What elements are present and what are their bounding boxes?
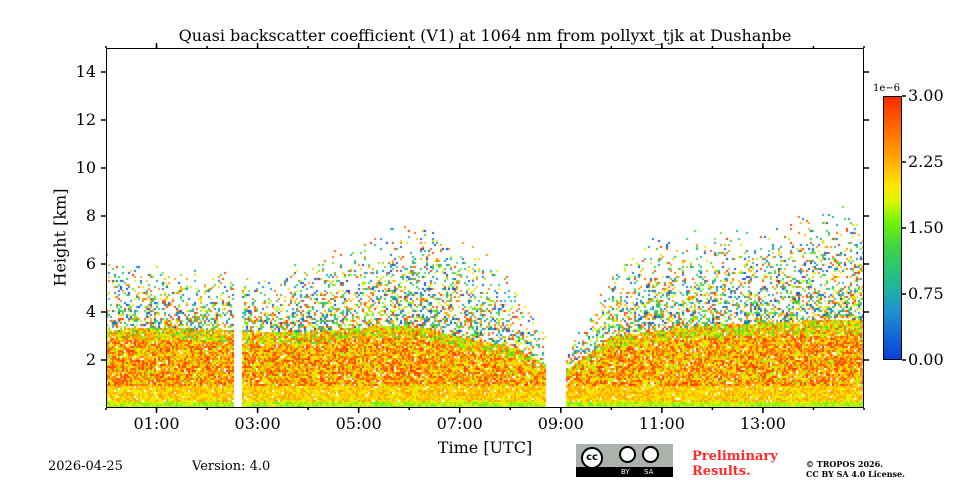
x-tick-label: 07:00 <box>436 414 483 433</box>
chart-title: Quasi backscatter coefficient (V1) at 10… <box>178 26 792 45</box>
colorbar-tick-label: 3.00 <box>908 86 944 105</box>
colorbar-tick-label: 1.50 <box>908 218 944 237</box>
footer-date: 2026-04-25 <box>48 459 123 474</box>
x-tick-label: 01:00 <box>133 414 180 433</box>
y-tick-label: 4 <box>85 302 96 321</box>
cc-icon: cc <box>581 447 603 469</box>
sa-icon <box>642 446 659 463</box>
colorbar <box>883 96 902 360</box>
footer-version: Version: 4.0 <box>192 459 271 474</box>
preliminary-line2: Results. <box>692 464 751 479</box>
y-tick-label: 2 <box>85 350 96 369</box>
colorbar-scale: 1e−6 <box>873 83 901 94</box>
y-tick-label: 14 <box>75 62 96 81</box>
y-tick-label: 12 <box>75 110 96 129</box>
copyright-line1: © TROPOS 2026. <box>806 459 883 469</box>
plot-frame <box>106 48 864 408</box>
by-label: BY <box>621 468 630 476</box>
by-icon <box>619 446 636 463</box>
colorbar-tick-label: 0.00 <box>908 350 944 369</box>
copyright: © TROPOS 2026. CC BY SA 4.0 License. <box>806 459 905 479</box>
heatmap <box>106 48 864 408</box>
x-tick-label: 05:00 <box>335 414 382 433</box>
cc-license-badge: cc BY SA <box>576 444 673 477</box>
y-tick-label: 6 <box>85 254 96 273</box>
y-tick-label: 10 <box>75 158 96 177</box>
colorbar-tick-label: 0.75 <box>908 284 944 303</box>
colorbar-tick-label: 2.25 <box>908 152 944 171</box>
preliminary-notice: Preliminary Results. <box>692 449 778 479</box>
x-tick-label: 03:00 <box>234 414 281 433</box>
y-axis-label: Height [km] <box>50 188 70 287</box>
copyright-line2: CC BY SA 4.0 License. <box>806 469 905 479</box>
x-tick-label: 09:00 <box>537 414 584 433</box>
y-tick-label: 8 <box>85 206 96 225</box>
sa-label: SA <box>644 468 654 476</box>
preliminary-line1: Preliminary <box>692 449 778 464</box>
x-axis-label: Time [UTC] <box>437 438 533 457</box>
x-tick-label: 11:00 <box>638 414 685 433</box>
x-tick-label: 13:00 <box>739 414 786 433</box>
